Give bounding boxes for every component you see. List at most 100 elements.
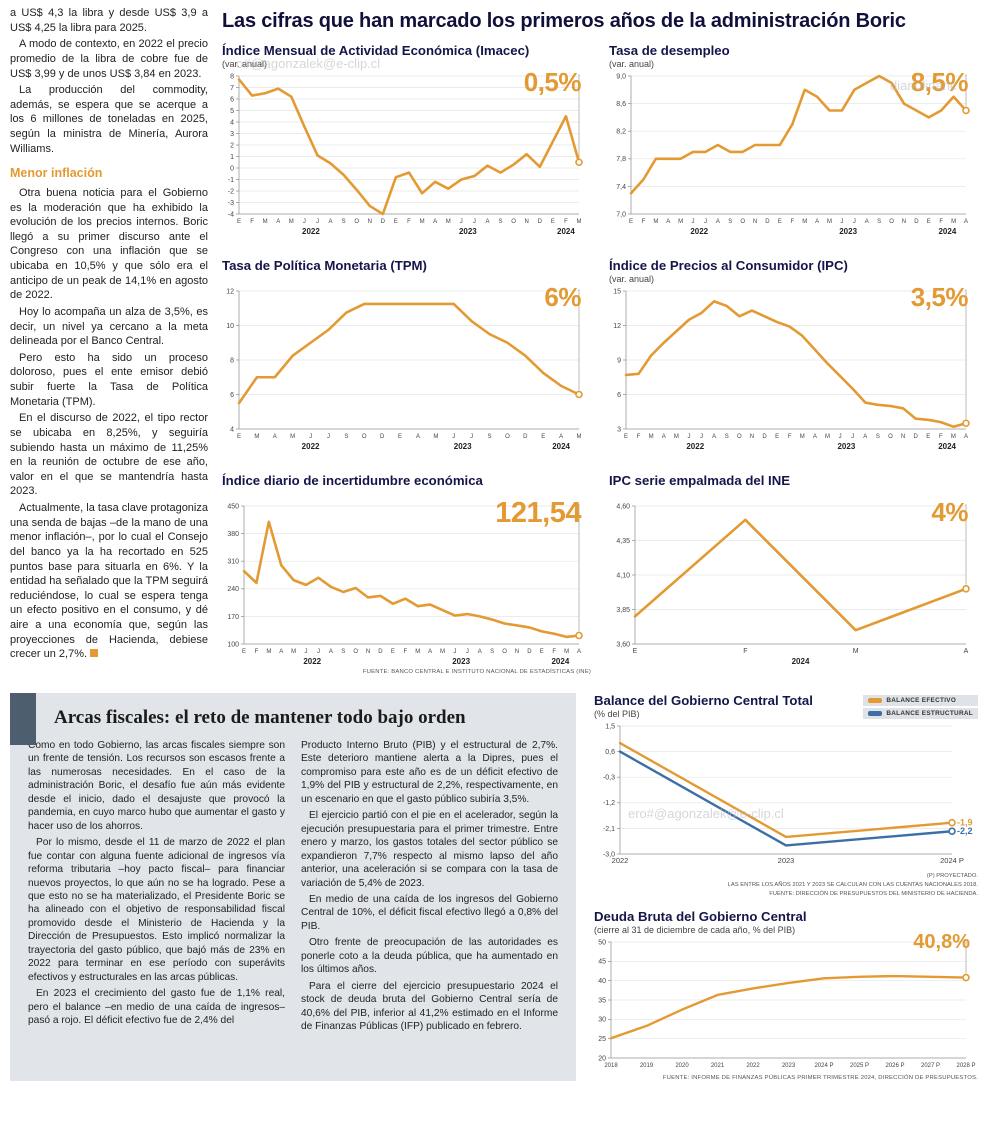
svg-text:3: 3 bbox=[617, 426, 621, 433]
svg-text:8: 8 bbox=[230, 73, 234, 80]
svg-text:D: D bbox=[538, 219, 543, 225]
svg-text:-1: -1 bbox=[228, 177, 234, 184]
svg-text:12: 12 bbox=[613, 323, 621, 330]
svg-text:8: 8 bbox=[230, 357, 234, 364]
article-paragraph: Pero esto ha sido un proceso doloroso, p… bbox=[10, 351, 208, 408]
legend-swatch-orange bbox=[868, 698, 883, 703]
svg-text:E: E bbox=[778, 219, 782, 225]
svg-text:E: E bbox=[551, 219, 555, 225]
desempleo-line-chart: 7,0 7,4 7,8 8,2 8,6 9,0 E F M A M J J A S O N D E F M A M J J A S O… bbox=[609, 70, 978, 238]
svg-text:F: F bbox=[790, 219, 794, 225]
bottom-section: Arcas fiscales: el reto de mantener todo… bbox=[0, 693, 988, 1081]
chart-title: Índice de Precios al Consumidor (IPC) bbox=[609, 258, 848, 273]
svg-text:F: F bbox=[743, 648, 747, 655]
svg-text:N: N bbox=[750, 434, 754, 440]
svg-text:E: E bbox=[237, 219, 241, 225]
ipc-ine-line-chart: 3,60 3,85 4,10 4,35 4,60 E F M A 2024 bbox=[609, 500, 978, 668]
chart-subtitle: (cierre al 31 de diciembre de cada año, … bbox=[594, 924, 796, 935]
svg-text:J: J bbox=[851, 434, 854, 440]
svg-text:4: 4 bbox=[230, 119, 234, 126]
svg-text:M: M bbox=[433, 434, 438, 440]
svg-text:A: A bbox=[716, 219, 720, 225]
svg-text:A: A bbox=[559, 434, 563, 440]
svg-text:A: A bbox=[712, 434, 716, 440]
svg-text:D: D bbox=[762, 434, 767, 440]
svg-text:A: A bbox=[964, 219, 968, 225]
article-paragraph: En el discurso de 2022, el tipo rector s… bbox=[10, 412, 208, 498]
balance-chart-header: Balance del Gobierno Central Total (% de… bbox=[594, 693, 978, 720]
svg-text:J: J bbox=[470, 434, 473, 440]
svg-text:F: F bbox=[642, 219, 646, 225]
svg-text:A: A bbox=[964, 648, 969, 655]
svg-text:2026 P: 2026 P bbox=[885, 1063, 904, 1069]
svg-text:A: A bbox=[666, 219, 670, 225]
svg-text:2019: 2019 bbox=[640, 1063, 654, 1069]
svg-text:M: M bbox=[800, 434, 805, 440]
article-left-column: a US$ 4,3 la libra y desde US$ 3,9 a US$… bbox=[10, 6, 208, 675]
svg-text:J: J bbox=[303, 219, 306, 225]
svg-text:E: E bbox=[391, 649, 395, 655]
chart-title: Índice Mensual de Actividad Económica (I… bbox=[222, 43, 530, 58]
legend-swatch-blue bbox=[868, 711, 883, 716]
legend-item-estructural: BALANCE ESTRUCTURAL bbox=[863, 708, 978, 719]
svg-text:J: J bbox=[473, 219, 476, 225]
svg-text:4: 4 bbox=[230, 426, 234, 433]
svg-text:O: O bbox=[737, 434, 742, 440]
svg-text:N: N bbox=[366, 649, 370, 655]
svg-text:2020: 2020 bbox=[675, 1063, 689, 1069]
svg-text:A: A bbox=[433, 219, 437, 225]
svg-text:2021: 2021 bbox=[711, 1063, 725, 1069]
chart-highlight-value: 8,5% bbox=[910, 67, 969, 97]
svg-text:M: M bbox=[263, 219, 268, 225]
svg-text:4,60: 4,60 bbox=[616, 503, 630, 510]
svg-text:2022: 2022 bbox=[302, 227, 320, 236]
svg-text:N: N bbox=[902, 219, 906, 225]
svg-text:2024 P: 2024 P bbox=[814, 1063, 833, 1069]
svg-text:D: D bbox=[381, 219, 386, 225]
chart-subtitle bbox=[609, 489, 978, 500]
svg-text:2022: 2022 bbox=[746, 1063, 760, 1069]
svg-text:M: M bbox=[649, 434, 654, 440]
legend-label: BALANCE ESTRUCTURAL bbox=[886, 710, 973, 717]
svg-text:A: A bbox=[863, 434, 867, 440]
svg-text:A: A bbox=[662, 434, 666, 440]
svg-text:S: S bbox=[488, 434, 492, 440]
top-section: a US$ 4,3 la libra y desde US$ 3,9 a US$… bbox=[10, 6, 978, 675]
svg-text:5: 5 bbox=[230, 108, 234, 115]
svg-text:E: E bbox=[540, 649, 544, 655]
svg-text:7,0: 7,0 bbox=[616, 211, 626, 218]
fiscal-charts-column: Balance del Gobierno Central Total (% de… bbox=[594, 693, 978, 1081]
svg-text:M: M bbox=[564, 649, 569, 655]
svg-text:10: 10 bbox=[226, 323, 234, 330]
svg-text:N: N bbox=[901, 434, 905, 440]
section-text-columns: Como en todo Gobierno, las arcas fiscale… bbox=[10, 737, 576, 1037]
svg-text:2023: 2023 bbox=[454, 442, 472, 451]
svg-text:-1,9: -1,9 bbox=[957, 818, 973, 828]
section-paragraph: Para el cierre del ejercicio presupuesta… bbox=[301, 980, 558, 1033]
chart-subtitle: (var. anual) bbox=[222, 59, 268, 69]
article-paragraph: Hoy lo acompaña un alza de 3,5%, es deci… bbox=[10, 305, 208, 348]
svg-text:N: N bbox=[753, 219, 757, 225]
svg-text:A: A bbox=[416, 434, 420, 440]
svg-text:2023: 2023 bbox=[782, 1063, 796, 1069]
svg-text:J: J bbox=[316, 219, 319, 225]
svg-text:15: 15 bbox=[613, 288, 621, 295]
section-paragraph: El ejercicio partió con el pie en el ace… bbox=[301, 810, 558, 889]
svg-text:F: F bbox=[637, 434, 641, 440]
svg-text:M: M bbox=[827, 219, 832, 225]
section-paragraph: Otro frente de preocupación de las autor… bbox=[301, 937, 558, 976]
chart-highlight-value: 6% bbox=[544, 282, 581, 312]
article-paragraph: La producción del commodity, además, se … bbox=[10, 84, 208, 155]
svg-text:2024: 2024 bbox=[938, 227, 956, 236]
svg-text:M: M bbox=[951, 434, 956, 440]
svg-text:6: 6 bbox=[617, 392, 621, 399]
text-column-2: Producto Interno Bruto (PIB) y el estruc… bbox=[301, 739, 558, 1037]
svg-text:D: D bbox=[914, 219, 919, 225]
svg-text:2022: 2022 bbox=[690, 227, 708, 236]
chart-highlight-value: 0,5% bbox=[523, 67, 582, 97]
svg-text:S: S bbox=[876, 434, 880, 440]
svg-text:F: F bbox=[788, 434, 792, 440]
svg-text:N: N bbox=[525, 219, 529, 225]
svg-text:M: M bbox=[289, 219, 294, 225]
chart-note: LAS ENTRE LOS AÑOS 2021 Y 2023 SE CALCUL… bbox=[727, 881, 978, 888]
